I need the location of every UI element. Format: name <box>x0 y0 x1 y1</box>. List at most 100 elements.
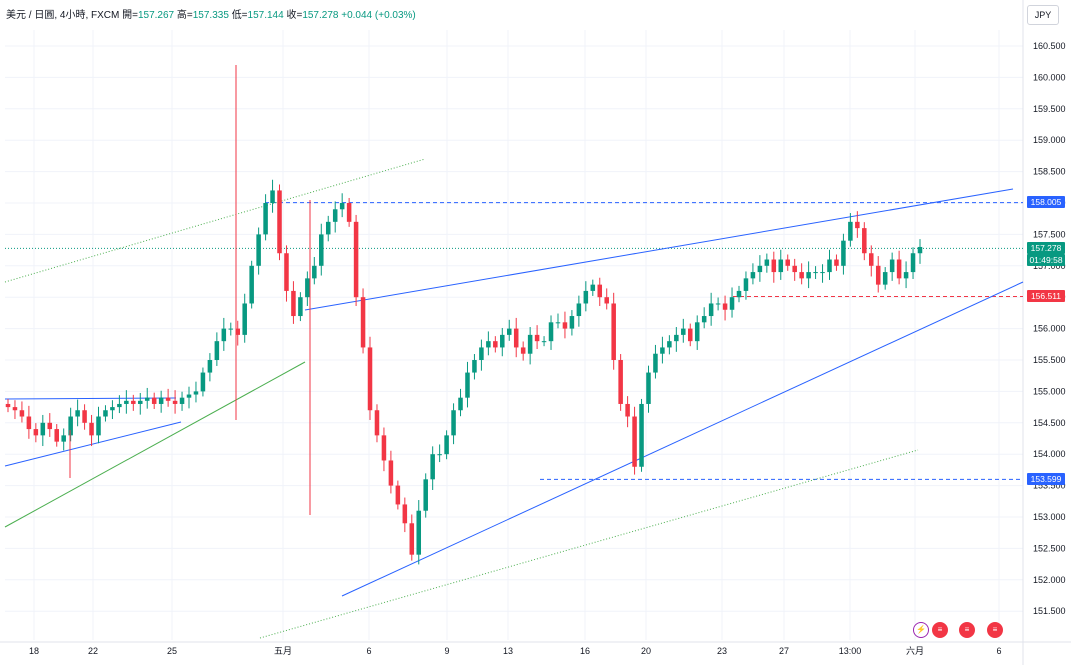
candle-body <box>896 259 902 279</box>
candle-body <box>486 341 491 348</box>
price-tick-label: 156.000 <box>1033 324 1066 334</box>
candle-body <box>674 334 679 342</box>
candle-body <box>26 416 32 430</box>
time-tick-label: 20 <box>641 646 651 656</box>
us-flag-icon[interactable]: ≡ <box>932 622 948 638</box>
candle-body <box>465 372 470 398</box>
candle-body <box>110 407 115 411</box>
candle-body <box>778 259 784 273</box>
price-tick-label: 152.000 <box>1033 575 1066 585</box>
candle-body <box>40 422 46 436</box>
time-tick-label: 22 <box>88 646 98 656</box>
close-label: 收= <box>286 10 303 21</box>
candle-body <box>604 297 609 304</box>
candle-body <box>722 303 728 310</box>
currency-button[interactable]: JPY <box>1027 5 1059 25</box>
channel-line[interactable] <box>259 449 919 639</box>
candle-body <box>172 400 178 404</box>
candle-body <box>764 259 770 266</box>
candle-body <box>256 234 261 266</box>
candle-body <box>138 400 143 404</box>
time-tick-label: 18 <box>29 646 39 656</box>
candle-body <box>144 397 150 401</box>
candle-body <box>54 429 59 442</box>
candle-body <box>848 221 853 241</box>
trendline[interactable] <box>4 397 177 400</box>
candle-body <box>360 297 366 348</box>
candle-body <box>667 341 672 348</box>
candle-body <box>451 410 456 436</box>
candle-body <box>889 259 895 273</box>
candle-body <box>165 397 171 401</box>
lightning-icon[interactable]: ⚡ <box>913 622 929 638</box>
low-label: 低= <box>231 10 248 21</box>
price-tag-level-mid: 156.511 <box>1027 290 1065 302</box>
low-value: 157.144 <box>247 10 284 21</box>
candle-body <box>284 253 289 291</box>
candle-body <box>367 347 373 411</box>
candle-body <box>374 410 380 436</box>
candle-body <box>325 221 331 235</box>
candle-body <box>500 334 505 348</box>
price-tick-label: 151.500 <box>1033 606 1066 616</box>
candle-body <box>381 435 387 461</box>
candle-body <box>263 203 268 235</box>
price-tick-label: 153.500 <box>1033 481 1066 491</box>
price-tick-label: 154.000 <box>1033 449 1066 459</box>
candle-body <box>548 322 554 342</box>
candle-body <box>19 410 25 417</box>
candle-body <box>562 322 568 329</box>
trendline[interactable] <box>304 188 1014 311</box>
us-flag-icon[interactable]: ≡ <box>987 622 1003 638</box>
time-tick-label: 6 <box>996 646 1001 656</box>
candle-body <box>131 400 136 404</box>
trendline[interactable] <box>4 361 306 528</box>
symbol-title[interactable]: 美元 / 日圓, 4小時, FXCM <box>6 10 120 21</box>
candle-body <box>61 435 66 442</box>
candle-body <box>715 303 721 305</box>
time-tick-label: 23 <box>717 646 727 656</box>
candle-body <box>869 253 874 266</box>
candle-body <box>541 341 547 343</box>
candle-body <box>103 410 108 417</box>
channel-line[interactable] <box>4 158 426 283</box>
candle-body <box>708 303 714 317</box>
trendline[interactable] <box>341 281 1024 597</box>
candle-body <box>96 416 101 436</box>
time-tick-label: 25 <box>167 646 177 656</box>
candle-body <box>701 316 707 323</box>
candle-body <box>458 397 463 411</box>
candle-body <box>917 246 923 254</box>
candle-body <box>12 407 18 411</box>
us-flag-icon[interactable]: ≡ <box>959 622 975 638</box>
high-label: 高= <box>176 10 193 21</box>
time-tick-label: 13:00 <box>839 646 862 656</box>
candle-body <box>179 397 185 404</box>
candle-body <box>827 259 832 273</box>
candle-body <box>395 485 401 505</box>
trendline[interactable] <box>4 421 182 467</box>
candle-body <box>527 334 533 354</box>
candle-body <box>270 190 275 203</box>
candle-body <box>33 429 39 436</box>
chart-drawings <box>4 158 1024 639</box>
candle-body <box>576 303 582 317</box>
time-tick-label: 13 <box>503 646 513 656</box>
candle-body <box>882 272 888 285</box>
candle-body <box>841 240 846 266</box>
candle-body <box>479 347 484 360</box>
candle-body <box>632 416 637 467</box>
candle-body <box>117 403 122 408</box>
symbol-header: 美元 / 日圓, 4小時, FXCM 開=157.267 高=157.335 低… <box>6 6 416 21</box>
candle-body <box>910 253 916 273</box>
candle-body <box>312 265 317 279</box>
candle-body <box>249 265 254 304</box>
candle-body <box>820 272 825 274</box>
candle-body <box>520 347 526 354</box>
candle-body <box>402 504 408 524</box>
candle-body <box>5 403 11 408</box>
price-axis: 160.500160.000159.500159.000158.500158.0… <box>1033 41 1066 616</box>
candle-body <box>193 391 199 395</box>
price-tick-label: 159.000 <box>1033 135 1066 145</box>
